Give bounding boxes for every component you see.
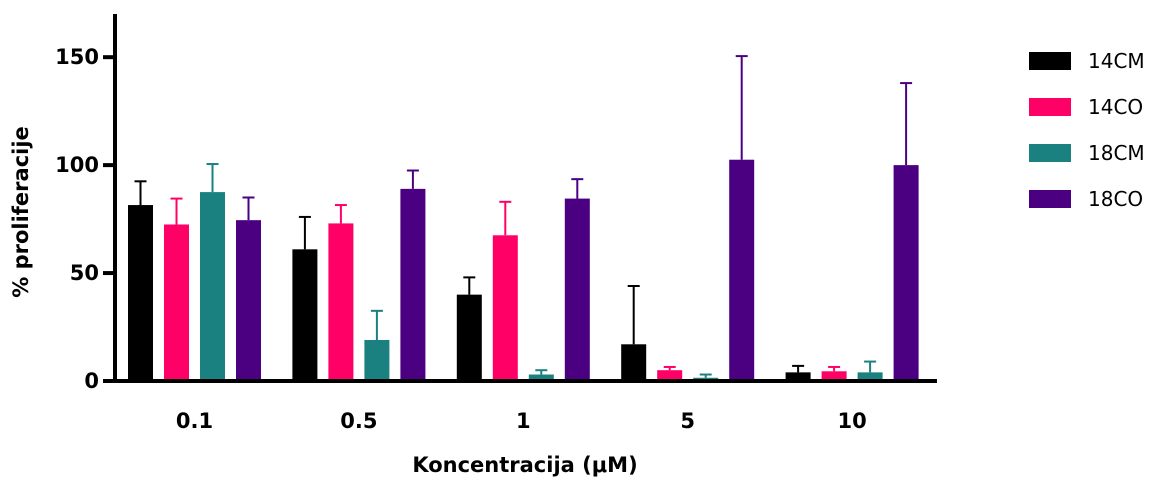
bar-18CO-10 [893,165,919,381]
y-tick-label: 150 [55,45,99,69]
legend: 14CM 14CO 18CM 18CO [1029,49,1145,211]
bar-14CO-5 [657,370,683,381]
bar-18CO-5 [729,159,755,381]
bar-14CM-10 [785,372,811,381]
bar-18CM-10 [857,372,883,381]
legend-label-14CM: 14CM [1088,49,1145,73]
x-tick-label: 10 [837,409,866,433]
x-ticks: 0.1 0.5 1 5 10 [176,409,867,433]
legend-label-18CO: 18CO [1088,187,1143,211]
y-tick-label: 0 [84,369,99,393]
bar-14CM-5 [621,344,647,381]
legend-swatch-14CM [1029,52,1071,70]
legend-label-18CM: 18CM [1088,141,1145,165]
axes-layer [113,14,937,383]
bar-14CM-0.5 [292,249,318,381]
y-tick-label: 100 [55,153,99,177]
bar-18CO-0.1 [236,220,261,381]
bar-14CM-1 [456,294,482,381]
bars-layer [128,159,919,381]
bar-18CM-1 [528,374,554,381]
bar-14CO-10 [821,371,847,381]
bar-14CO-0.5 [328,223,354,381]
x-tick-label: 0.5 [340,409,377,433]
bar-18CO-1 [564,198,590,381]
y-tick-label: 50 [70,261,99,285]
y-axis-title: % proliferacije [9,126,33,298]
y-ticks: 0 50 100 150 [55,45,115,393]
bar-18CM-0.5 [364,339,390,381]
x-tick-label: 0.1 [176,409,213,433]
error-bars-layer [134,55,913,378]
bar-14CO-0.1 [164,224,189,381]
legend-label-14CO: 14CO [1088,95,1143,119]
bar-18CM-0.1 [200,192,225,381]
x-axis-title: Koncentracija (μM) [412,453,637,477]
x-tick-label: 1 [516,409,531,433]
legend-swatch-18CO [1029,190,1071,208]
x-tick-label: 5 [680,409,695,433]
legend-swatch-18CM [1029,144,1071,162]
bar-18CO-0.5 [400,188,426,381]
bar-14CM-0.1 [128,205,153,381]
legend-swatch-14CO [1029,98,1071,116]
bar-14CO-1 [492,235,518,381]
